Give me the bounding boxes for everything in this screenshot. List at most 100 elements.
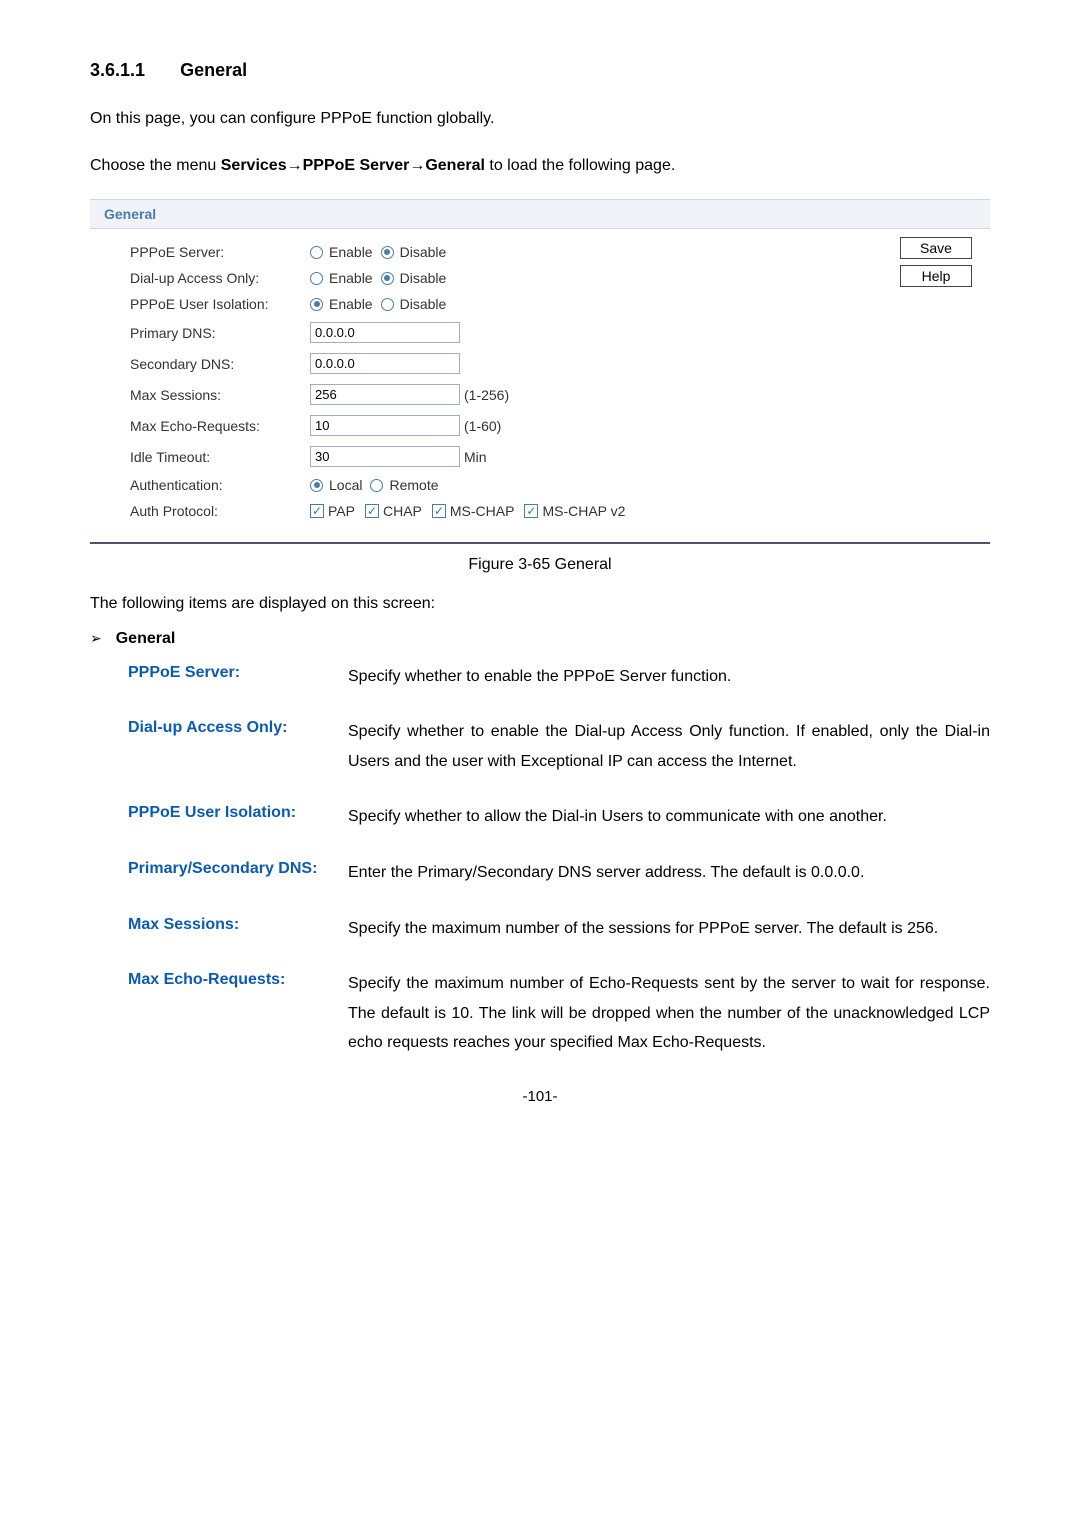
bullet-arrow-icon: ➢ [90, 630, 102, 647]
radio-icon [381, 272, 394, 285]
page-number: -101- [90, 1088, 990, 1105]
row-max-sessions: Max Sessions: (1-256) [90, 379, 990, 410]
section-title: General [180, 60, 247, 80]
panel-body: Save Help PPPoE Server: Enable Disable D… [90, 229, 990, 542]
checkbox-chap[interactable]: ✓ [365, 504, 379, 518]
label-auth-protocol: Auth Protocol: [130, 503, 310, 519]
idle-timeout-suffix: Min [464, 449, 487, 465]
radio-label: Disable [400, 296, 447, 312]
cb-label-mschap: MS-CHAP [450, 503, 515, 519]
max-echo-range: (1-60) [464, 418, 501, 434]
row-secondary-dns: Secondary DNS: [90, 348, 990, 379]
checkbox-mschap[interactable]: ✓ [432, 504, 446, 518]
radio-dialup-enable[interactable]: Enable [310, 270, 373, 286]
label-max-sessions: Max Sessions: [130, 387, 310, 403]
term-dns: Primary/Secondary DNS: [128, 858, 348, 888]
radio-label: Local [329, 477, 362, 493]
label-pppoe-server: PPPoE Server: [130, 244, 310, 260]
radio-label: Enable [329, 296, 373, 312]
radio-auth-remote[interactable]: Remote [370, 477, 438, 493]
radio-icon [310, 298, 323, 311]
radio-auth-local[interactable]: Local [310, 477, 362, 493]
text: Choose the menu [90, 157, 221, 174]
label-max-echo: Max Echo-Requests: [130, 418, 310, 434]
cb-label-chap: CHAP [383, 503, 422, 519]
def-isolation: PPPoE User Isolation: Specify whether to… [90, 802, 990, 832]
max-sessions-range: (1-256) [464, 387, 509, 403]
radio-pppoe-disable[interactable]: Disable [381, 244, 447, 260]
desc-max-echo: Specify the maximum number of Echo-Reque… [348, 969, 990, 1058]
radio-icon [310, 272, 323, 285]
max-sessions-input[interactable] [310, 384, 460, 405]
radio-isolation-enable[interactable]: Enable [310, 296, 373, 312]
row-dialup: Dial-up Access Only: Enable Disable [90, 265, 990, 291]
general-panel: General Save Help PPPoE Server: Enable D… [90, 199, 990, 544]
radio-label: Disable [400, 270, 447, 286]
term-pppoe-server: PPPoE Server: [128, 662, 348, 692]
term-max-sessions: Max Sessions: [128, 914, 348, 944]
def-max-sessions: Max Sessions: Specify the maximum number… [90, 914, 990, 944]
idle-timeout-input[interactable] [310, 446, 460, 467]
radio-icon [381, 246, 394, 259]
cb-label-mschapv2: MS-CHAP v2 [542, 503, 625, 519]
desc-pppoe-server: Specify whether to enable the PPPoE Serv… [348, 662, 990, 692]
radio-label: Remote [389, 477, 438, 493]
menu-general: General [425, 157, 485, 174]
help-button[interactable]: Help [900, 265, 972, 287]
term-dialup: Dial-up Access Only: [128, 717, 348, 776]
checkbox-mschapv2[interactable]: ✓ [524, 504, 538, 518]
row-pppoe-server: PPPoE Server: Enable Disable [90, 239, 990, 265]
radio-icon [381, 298, 394, 311]
button-column: Save Help [900, 237, 972, 287]
row-isolation: PPPoE User Isolation: Enable Disable [90, 291, 990, 317]
radio-label: Enable [329, 270, 373, 286]
bullet-general: ➢ General [90, 630, 990, 648]
row-primary-dns: Primary DNS: [90, 317, 990, 348]
text: to load the following page. [485, 157, 675, 174]
def-dialup: Dial-up Access Only: Specify whether to … [90, 717, 990, 776]
term-max-echo: Max Echo-Requests: [128, 969, 348, 1058]
desc-max-sessions: Specify the maximum number of the sessio… [348, 914, 990, 944]
label-authentication: Authentication: [130, 477, 310, 493]
def-dns: Primary/Secondary DNS: Enter the Primary… [90, 858, 990, 888]
def-max-echo: Max Echo-Requests: Specify the maximum n… [90, 969, 990, 1058]
intro-text-2: Choose the menu Services→PPPoE Server→Ge… [90, 152, 990, 179]
save-button[interactable]: Save [900, 237, 972, 259]
radio-isolation-disable[interactable]: Disable [381, 296, 447, 312]
section-heading: 3.6.1.1 General [90, 60, 990, 81]
panel-title: General [90, 200, 990, 229]
cb-label-pap: PAP [328, 503, 355, 519]
arrow: → [287, 157, 303, 174]
intro-text-1: On this page, you can configure PPPoE fu… [90, 105, 990, 132]
primary-dns-input[interactable] [310, 322, 460, 343]
bullet-title: General [116, 630, 176, 648]
desc-isolation: Specify whether to allow the Dial-in Use… [348, 802, 990, 832]
checkbox-pap[interactable]: ✓ [310, 504, 324, 518]
radio-pppoe-enable[interactable]: Enable [310, 244, 373, 260]
label-idle-timeout: Idle Timeout: [130, 449, 310, 465]
max-echo-input[interactable] [310, 415, 460, 436]
label-secondary-dns: Secondary DNS: [130, 356, 310, 372]
label-isolation: PPPoE User Isolation: [130, 296, 310, 312]
items-intro: The following items are displayed on thi… [90, 590, 990, 617]
menu-services: Services [221, 157, 287, 174]
term-isolation: PPPoE User Isolation: [128, 802, 348, 832]
menu-pppoe-server: PPPoE Server [303, 157, 410, 174]
desc-dns: Enter the Primary/Secondary DNS server a… [348, 858, 990, 888]
row-auth-protocol: Auth Protocol: ✓ PAP ✓ CHAP ✓ MS-CHAP ✓ MS-C… [90, 498, 990, 524]
row-idle-timeout: Idle Timeout: Min [90, 441, 990, 472]
desc-dialup: Specify whether to enable the Dial-up Ac… [348, 717, 990, 776]
arrow: → [409, 157, 425, 174]
radio-icon [310, 479, 323, 492]
figure-caption: Figure 3-65 General [90, 556, 990, 574]
radio-label: Disable [400, 244, 447, 260]
radio-label: Enable [329, 244, 373, 260]
radio-icon [370, 479, 383, 492]
radio-dialup-disable[interactable]: Disable [381, 270, 447, 286]
section-number: 3.6.1.1 [90, 60, 145, 80]
label-primary-dns: Primary DNS: [130, 325, 310, 341]
secondary-dns-input[interactable] [310, 353, 460, 374]
row-authentication: Authentication: Local Remote [90, 472, 990, 498]
label-dialup: Dial-up Access Only: [130, 270, 310, 286]
def-pppoe-server: PPPoE Server: Specify whether to enable … [90, 662, 990, 692]
